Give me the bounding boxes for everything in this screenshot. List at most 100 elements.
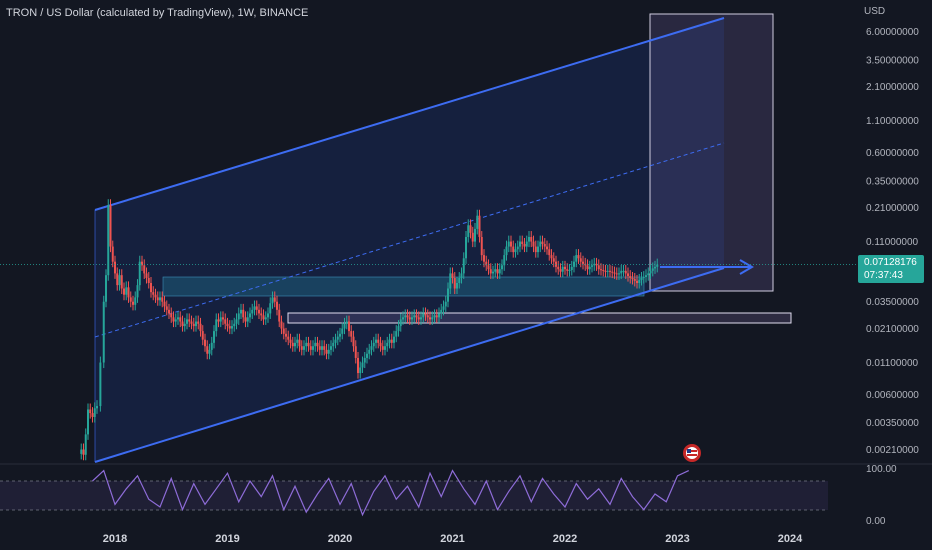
candle-body [645, 275, 647, 278]
resistance-zone [162, 276, 645, 297]
candle-body [339, 333, 341, 337]
candle-body [285, 333, 287, 337]
candle-body [638, 279, 641, 283]
candle-body [323, 346, 326, 350]
candle-body [404, 315, 407, 318]
candle-body [444, 301, 447, 307]
candle-body [318, 346, 321, 350]
candle-body [352, 336, 355, 347]
candle-body [91, 413, 94, 417]
candle-body [334, 339, 337, 343]
candle-body [539, 241, 542, 247]
candle-body [172, 317, 175, 322]
candle-body [145, 273, 148, 278]
candle-body [300, 346, 303, 350]
candle-body [451, 273, 454, 278]
currency-label: USD [864, 6, 886, 17]
candle-body [381, 346, 384, 350]
candle-body [532, 241, 535, 247]
candle-body [438, 313, 440, 318]
candle-body [456, 282, 458, 289]
candle-body [537, 246, 539, 253]
candle-body [496, 269, 499, 274]
flag-icon[interactable] [683, 444, 701, 462]
candle-body [566, 269, 569, 271]
candle-body [303, 346, 305, 350]
candle-body [429, 317, 431, 320]
candle-body [143, 265, 146, 274]
candle-body [262, 315, 265, 320]
candle-body [620, 270, 623, 274]
candle-body [647, 273, 650, 276]
candle-body [96, 406, 98, 409]
candle-body [235, 319, 238, 324]
candle-body [483, 255, 485, 262]
candle-body [163, 301, 166, 307]
candle-body [465, 236, 467, 259]
candle-body [354, 346, 357, 358]
candle-body [561, 266, 564, 272]
candle-body [431, 317, 434, 320]
candle-body [498, 269, 501, 274]
candle-body [305, 342, 308, 347]
candle-body [395, 331, 398, 337]
candle-body [413, 315, 416, 318]
candle-body [264, 317, 267, 320]
candle-body [325, 349, 328, 354]
candle-body [271, 297, 274, 304]
y-tick-label: 2.10000000 [866, 82, 919, 93]
candle-body [474, 228, 476, 242]
candle-body [186, 319, 188, 324]
candle-body [588, 266, 591, 270]
candle-body [597, 265, 600, 270]
candle-body [105, 275, 107, 302]
candle-body [543, 244, 546, 247]
candle-body [548, 249, 551, 256]
candle-body [654, 266, 656, 269]
candle-body [386, 342, 389, 347]
candle-body [631, 277, 634, 279]
forecast-box [649, 13, 774, 292]
candle-body [199, 323, 202, 332]
candle-body [359, 367, 362, 374]
candle-body [570, 266, 573, 271]
candle-body [489, 269, 492, 274]
candle-body [269, 303, 272, 314]
y-tick-label: 0.00210000 [866, 445, 919, 456]
x-tick-label: 2020 [328, 533, 352, 545]
rsi-tick-label: 100.00 [866, 464, 897, 475]
candle-body [480, 236, 483, 256]
candle-body [656, 264, 659, 267]
candle-body [368, 349, 371, 354]
candle-body [519, 241, 521, 247]
candle-body [154, 294, 157, 298]
candle-body [426, 315, 429, 318]
candle-body [251, 309, 254, 314]
candle-body [312, 346, 314, 350]
y-tick-label: 0.01100000 [866, 358, 919, 369]
candle-body [213, 331, 215, 343]
candle-body [195, 321, 197, 327]
candle-body [415, 315, 418, 318]
candle-body [343, 323, 346, 329]
candle-body [204, 339, 206, 347]
candle-body [132, 301, 134, 305]
candle-body [210, 342, 213, 350]
candle-body [557, 266, 560, 270]
x-tick-label: 2018 [103, 533, 127, 545]
last-price-tag: 0.07128176 07:37:43 [858, 255, 924, 283]
candle-body [579, 258, 582, 262]
candle-body [93, 408, 96, 417]
chart-title: TRON / US Dollar (calculated by TradingV… [6, 7, 309, 19]
candle-body [640, 277, 643, 280]
candle-body [559, 269, 562, 272]
candle-body [161, 297, 164, 302]
candle-body [314, 342, 317, 347]
y-tick-label: 0.21000000 [866, 203, 919, 214]
candle-body [447, 288, 449, 302]
candle-body [123, 288, 125, 295]
candle-body [577, 255, 580, 259]
candle-body [267, 313, 269, 318]
candle-body [237, 313, 240, 320]
